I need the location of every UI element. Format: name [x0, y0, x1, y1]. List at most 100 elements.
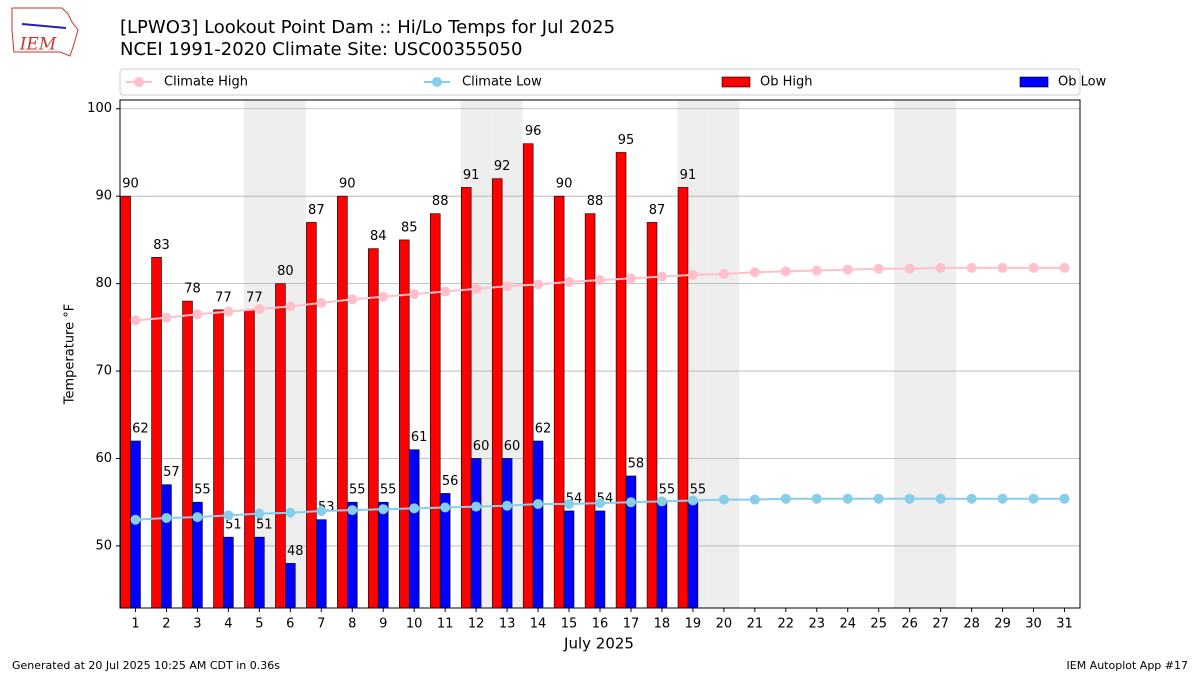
marker	[595, 498, 605, 509]
bar	[615, 152, 627, 609]
bar-value-label: 91	[680, 168, 697, 183]
legend-label: Ob Low	[1058, 75, 1107, 90]
y-tick-label: 60	[95, 451, 112, 466]
bar-value-label: 80	[277, 264, 294, 279]
marker	[285, 507, 296, 518]
bar-value-label: 58	[628, 456, 645, 471]
marker	[161, 312, 172, 323]
bar	[285, 563, 296, 609]
bar-value-label: 84	[370, 229, 387, 244]
marker	[780, 493, 791, 504]
bar-value-label: 90	[339, 177, 356, 192]
legend-label: Climate High	[164, 75, 248, 90]
bar	[625, 475, 637, 609]
marker	[811, 493, 822, 504]
legend-swatch	[1019, 76, 1049, 88]
bar	[656, 501, 668, 609]
bar-value-label: 91	[463, 168, 480, 183]
bar-value-label: 95	[618, 133, 635, 148]
x-tick-label: 27	[932, 617, 949, 632]
bar-value-label: 87	[308, 203, 325, 218]
marker	[409, 503, 420, 514]
marker	[935, 493, 946, 504]
weekend-shade	[894, 100, 926, 608]
marker	[687, 495, 698, 506]
x-tick-label: 26	[901, 617, 918, 632]
marker	[904, 263, 915, 274]
bar-value-label: 56	[442, 474, 459, 489]
bar	[501, 458, 513, 609]
bar	[182, 300, 193, 609]
y-tick-label: 90	[95, 189, 112, 204]
y-tick-label: 50	[95, 538, 112, 553]
bar-value-label: 55	[690, 483, 707, 498]
bar	[532, 440, 544, 609]
bar-value-label: 55	[194, 483, 211, 498]
bar	[306, 222, 317, 609]
bar	[460, 187, 472, 609]
marker	[656, 271, 667, 282]
bar-value-label: 92	[494, 159, 511, 174]
marker	[966, 493, 977, 504]
bar	[244, 309, 255, 609]
marker	[316, 297, 327, 308]
marker	[192, 309, 203, 320]
legend-label: Climate Low	[462, 75, 542, 90]
bar-value-label: 55	[380, 483, 397, 498]
bar-value-label: 90	[122, 177, 139, 192]
x-tick-label: 20	[716, 617, 733, 632]
bar-value-label: 78	[184, 282, 201, 297]
bar	[584, 213, 596, 609]
bar-value-label: 85	[401, 220, 418, 235]
x-tick-label: 22	[778, 617, 795, 632]
logo-outline	[11, 7, 79, 57]
marker	[347, 294, 358, 305]
x-tick-label: 4	[224, 617, 232, 632]
logo-text: IEM	[19, 35, 57, 55]
marker	[254, 303, 265, 314]
marker	[873, 493, 884, 504]
bar	[594, 510, 606, 609]
marker	[873, 263, 884, 274]
marker	[718, 494, 729, 505]
weekend-shade	[925, 100, 957, 608]
bar-value-label: 48	[287, 544, 304, 559]
x-tick-label: 29	[994, 617, 1011, 632]
bar	[161, 484, 172, 609]
marker	[316, 505, 327, 516]
marker	[749, 494, 760, 505]
logo-line	[21, 23, 67, 29]
marker	[254, 508, 265, 519]
bar	[687, 501, 699, 609]
marker	[687, 269, 698, 280]
bar	[646, 222, 658, 609]
bar-value-label: 83	[153, 238, 170, 253]
bar	[337, 195, 348, 609]
bar	[275, 283, 286, 609]
marker	[223, 306, 234, 317]
legend-swatch	[721, 76, 751, 88]
bar-value-label: 96	[525, 124, 542, 139]
marker	[130, 315, 141, 326]
y-tick-label: 80	[95, 276, 112, 291]
legend-box	[119, 68, 1081, 96]
marker	[471, 283, 482, 294]
marker	[904, 493, 915, 504]
bar-value-label: 62	[132, 421, 149, 436]
x-tick-label: 6	[286, 617, 294, 632]
bar-value-label: 61	[411, 430, 428, 445]
x-axis-label: July 2025	[563, 635, 634, 653]
marker	[780, 266, 791, 277]
marker	[223, 510, 234, 521]
y-axis-label: Temperature °F	[63, 304, 78, 405]
marker	[1028, 262, 1039, 273]
bar-value-label: 60	[473, 439, 490, 454]
marker	[192, 512, 203, 523]
x-tick-label: 7	[317, 617, 325, 632]
bar-value-label: 88	[587, 194, 604, 209]
marker	[130, 514, 141, 525]
marker	[718, 268, 729, 279]
x-tick-label: 17	[623, 617, 640, 632]
bar	[120, 195, 131, 609]
